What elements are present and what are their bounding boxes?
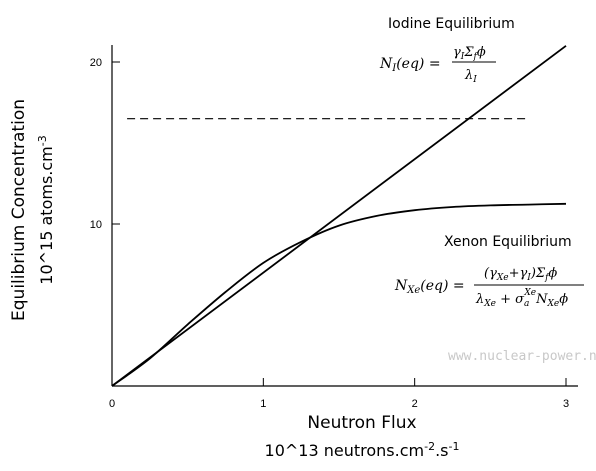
x-axis-title: Neutron Flux <box>307 413 416 433</box>
xenon-formula: NXe(eq) = (γXe+γI)Σfϕ λXe + σaXeNXeϕ <box>394 266 584 309</box>
y-tick-label: 10 <box>90 219 102 231</box>
x-axis-units: 10^13 neutrons.cm-2.s-1 <box>265 440 460 460</box>
svg-text:λXe + σaXeNXeϕ: λXe + σaXeNXeϕ <box>475 288 568 309</box>
svg-text:(γXe+γI)Σfϕ: (γXe+γI)Σfϕ <box>484 266 557 283</box>
y-axis-units: 10^15 atoms.cm-3 <box>36 135 56 284</box>
svg-text:NI(eq) =: NI(eq) = <box>379 56 441 74</box>
iodine-formula: NI(eq) = γIΣfϕ λI <box>379 45 496 85</box>
y-axis-title: Equilibrium Concentration <box>9 99 29 321</box>
x-tick-label: 1 <box>260 398 266 410</box>
xenon-equilibrium-line <box>111 202 567 387</box>
x-tick-label: 2 <box>412 398 418 410</box>
xenon-equilibrium-label: Xenon Equilibrium <box>444 234 572 250</box>
y-tick-label: 20 <box>90 57 102 69</box>
svg-text:NXe(eq) =: NXe(eq) = <box>394 278 465 296</box>
x-tick-label: 3 <box>563 398 569 410</box>
plot-area <box>111 45 567 387</box>
watermark: www.nuclear-power.net <box>448 349 596 364</box>
x-tick-label: 0 <box>109 398 115 410</box>
svg-text:λI: λI <box>464 68 477 85</box>
svg-text:γIΣfϕ: γIΣfϕ <box>453 45 486 62</box>
iodine-equilibrium-line <box>111 45 567 387</box>
axis-ticks: 0 1 2 3 10 20 <box>90 57 569 410</box>
iodine-equilibrium-label: Iodine Equilibrium <box>388 16 515 32</box>
